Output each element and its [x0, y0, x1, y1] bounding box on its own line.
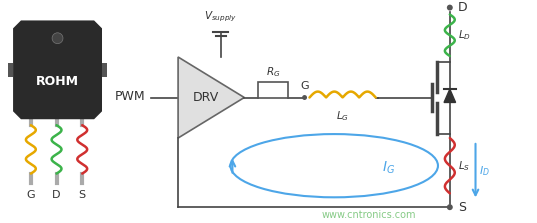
Text: G: G [26, 190, 35, 200]
Text: PWM: PWM [115, 90, 146, 103]
Text: $V_{supply}$: $V_{supply}$ [204, 10, 237, 24]
Text: $R_G$: $R_G$ [266, 65, 280, 79]
Text: $L_G$: $L_G$ [336, 109, 349, 123]
Text: $L_D$: $L_D$ [458, 28, 471, 42]
Circle shape [447, 204, 453, 210]
Bar [102, 63, 107, 77]
Bar [258, 82, 288, 97]
Text: $L_S$: $L_S$ [458, 159, 470, 173]
Text: S: S [458, 201, 466, 214]
Bar [8, 63, 13, 77]
Text: D: D [52, 190, 61, 200]
Polygon shape [13, 21, 102, 119]
Text: www.cntronics.com: www.cntronics.com [322, 210, 416, 220]
Text: ROHM: ROHM [36, 75, 79, 88]
Text: S: S [79, 190, 86, 200]
Text: D: D [458, 1, 467, 14]
Circle shape [447, 5, 453, 10]
Text: DRV: DRV [193, 91, 220, 104]
Text: $I_G$: $I_G$ [382, 159, 395, 176]
Polygon shape [444, 89, 455, 102]
Text: G: G [300, 81, 309, 91]
Text: $I_D$: $I_D$ [480, 164, 490, 178]
Polygon shape [178, 57, 244, 138]
Circle shape [302, 95, 307, 100]
Circle shape [52, 33, 63, 44]
